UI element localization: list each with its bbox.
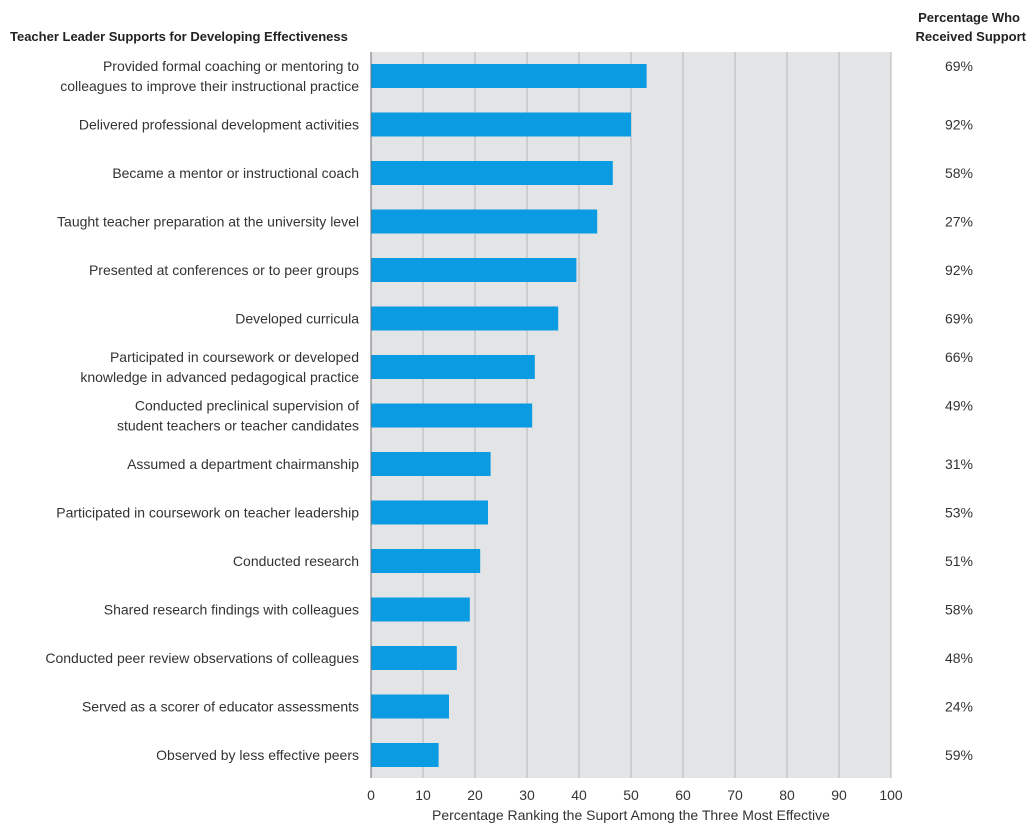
received-support-value: 69% xyxy=(945,311,973,327)
x-tick-label: 10 xyxy=(415,787,431,803)
category-label: Taught teacher preparation at the univer… xyxy=(57,214,359,230)
category-label: Served as a scorer of educator assessmen… xyxy=(82,699,359,715)
received-support-value: 66% xyxy=(945,349,973,365)
bar xyxy=(371,549,481,573)
category-label: Observed by less effective peers xyxy=(156,747,359,763)
received-support-value: 92% xyxy=(945,262,973,278)
x-tick-label: 70 xyxy=(727,787,743,803)
x-tick-label: 60 xyxy=(675,787,691,803)
x-axis-label: Percentage Ranking the Suport Among the … xyxy=(432,807,830,823)
category-label: Conducted preclinical supervision of stud… xyxy=(117,398,359,434)
received-support-value: 31% xyxy=(945,456,973,472)
x-tick-label: 100 xyxy=(879,787,903,803)
bar xyxy=(371,258,577,282)
bar xyxy=(371,355,535,379)
x-tick-label: 20 xyxy=(467,787,483,803)
received-support-value: 58% xyxy=(945,165,973,181)
received-support-value: 58% xyxy=(945,602,973,618)
bar xyxy=(371,209,598,234)
received-support-value: 51% xyxy=(945,553,973,569)
bar xyxy=(371,597,470,622)
x-tick-label: 40 xyxy=(571,787,587,803)
x-tick-label: 80 xyxy=(779,787,795,803)
bar xyxy=(371,306,559,331)
received-support-value: 24% xyxy=(945,699,973,715)
bar xyxy=(371,452,491,476)
received-support-value: 69% xyxy=(945,58,973,74)
x-tick-label: 50 xyxy=(623,787,639,803)
bar xyxy=(371,64,647,88)
bar xyxy=(371,743,439,767)
category-label: Participated in coursework on teacher le… xyxy=(56,505,359,521)
category-label: Delivered professional development activ… xyxy=(79,117,359,133)
bar xyxy=(371,403,533,428)
category-label: Presented at conferences or to peer grou… xyxy=(89,262,359,278)
right-column-title-line-2: Received Support xyxy=(915,29,1026,44)
received-support-value: 27% xyxy=(945,214,973,230)
received-support-value: 59% xyxy=(945,747,973,763)
category-label: Provided formal coaching or mentoring to… xyxy=(60,58,359,94)
received-support-value: 53% xyxy=(945,505,973,521)
chart-title: Teacher Leader Supports for Developing E… xyxy=(10,29,348,44)
bars xyxy=(371,64,647,767)
category-label: Developed curricula xyxy=(235,311,359,327)
x-tick-label: 0 xyxy=(367,787,375,803)
category-label: Became a mentor or instructional coach xyxy=(112,165,359,181)
category-label: Assumed a department chairmanship xyxy=(127,456,359,472)
received-support-labels: 69% 92% 58% 27% 92% 69% 66% 49% 31% 53% 51% 58% 48% 2… xyxy=(945,58,973,763)
bar xyxy=(371,161,613,185)
x-axis-ticks: 0 10 20 30 40 50 60 70 80 90 100 xyxy=(367,787,903,803)
x-tick-label: 90 xyxy=(831,787,847,803)
bar xyxy=(371,112,631,137)
bar xyxy=(371,694,449,719)
category-label: Conducted research xyxy=(233,553,359,569)
category-label: Participated in coursework or developed k… xyxy=(80,349,359,385)
bar xyxy=(371,500,488,525)
received-support-value: 92% xyxy=(945,117,973,133)
right-column-title-line-1: Percentage Who xyxy=(918,10,1020,25)
received-support-value: 49% xyxy=(945,398,973,414)
category-label: Shared research findings with colleagues xyxy=(104,602,359,618)
category-label: Conducted peer review observations of co… xyxy=(45,650,359,666)
x-tick-label: 30 xyxy=(519,787,535,803)
received-support-value: 48% xyxy=(945,650,973,666)
bar xyxy=(371,646,457,670)
category-labels: Provided formal coaching or mentoring to… xyxy=(45,58,359,763)
